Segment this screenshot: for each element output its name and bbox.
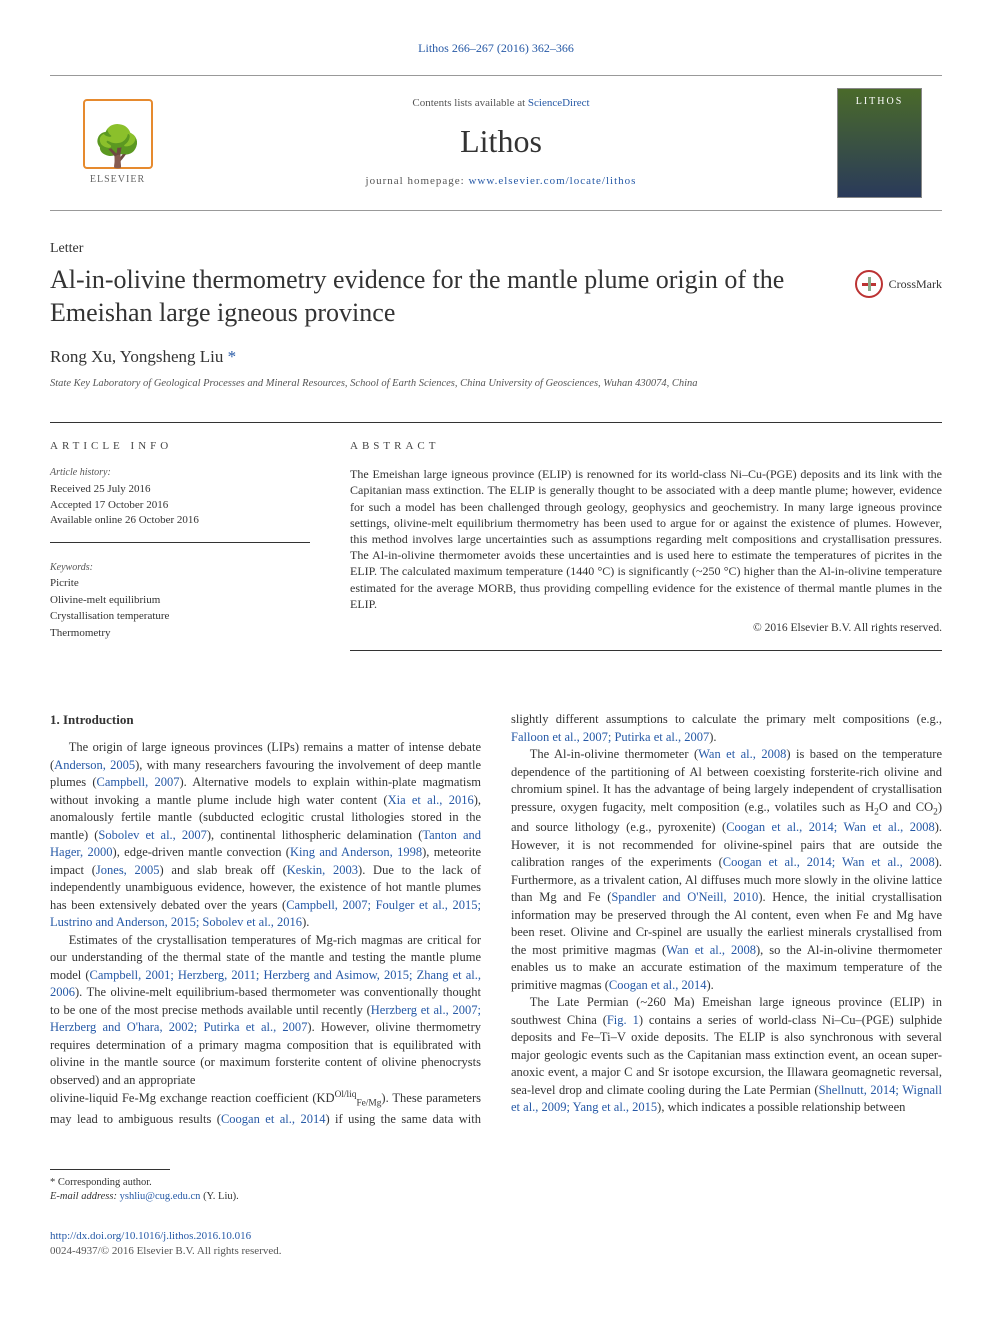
ref-link[interactable]: King and Anderson, 1998 bbox=[290, 845, 422, 859]
crossmark-label: CrossMark bbox=[889, 276, 942, 293]
article-info-heading: article info bbox=[50, 439, 310, 454]
keyword-4: Thermometry bbox=[50, 626, 310, 641]
journal-name: Lithos bbox=[165, 119, 837, 164]
abstract-copyright: © 2016 Elsevier B.V. All rights reserved… bbox=[350, 620, 942, 651]
sciencedirect-line: Contents lists available at ScienceDirec… bbox=[165, 96, 837, 111]
affiliation: State Key Laboratory of Geological Proce… bbox=[50, 377, 942, 392]
elsevier-tree-icon: 🌳 bbox=[83, 99, 153, 169]
journal-header: 🌳 ELSEVIER Contents lists available at S… bbox=[50, 75, 942, 211]
paragraph-3: The Al-in-olivine thermometer (Wan et al… bbox=[511, 746, 942, 994]
homepage-prefix: journal homepage: bbox=[366, 175, 469, 187]
article-type: Letter bbox=[50, 239, 942, 259]
corresponding-author: * Corresponding author. E-mail address: … bbox=[50, 1176, 942, 1205]
ref-link[interactable]: Coogan et al., 2014; Wan et al., 2008 bbox=[726, 820, 935, 834]
online-date: Available online 26 October 2016 bbox=[50, 513, 310, 528]
figure-link[interactable]: Fig. 1 bbox=[607, 1013, 639, 1027]
avail-prefix: Contents lists available at bbox=[412, 97, 527, 109]
issue-link[interactable]: Lithos 266–267 (2016) 362–366 bbox=[418, 41, 574, 55]
keyword-2: Olivine-melt equilibrium bbox=[50, 593, 310, 608]
ref-link[interactable]: Sobolev et al., 2007 bbox=[98, 828, 206, 842]
abstract-block: abstract The Emeishan large igneous prov… bbox=[350, 439, 942, 651]
corresp-label: Corresponding author. bbox=[55, 1177, 152, 1188]
received-date: Received 25 July 2016 bbox=[50, 482, 310, 497]
page-footer: * Corresponding author. E-mail address: … bbox=[50, 1169, 942, 1260]
elsevier-text: ELSEVIER bbox=[90, 173, 145, 187]
article-title: Al-in-olivine thermometry evidence for t… bbox=[50, 264, 835, 329]
ref-link[interactable]: Coogan et al., 2014 bbox=[609, 978, 707, 992]
authors: Rong Xu, Yongsheng Liu * bbox=[50, 345, 942, 369]
ref-link[interactable]: Wan et al., 2008 bbox=[698, 747, 786, 761]
ref-link[interactable]: Spandler and O'Neill, 2010 bbox=[611, 890, 758, 904]
keywords-label: Keywords: bbox=[50, 561, 310, 575]
crossmark-icon bbox=[855, 270, 883, 298]
paragraph-2: Estimates of the crystallisation tempera… bbox=[50, 932, 481, 1090]
author-2: Yongsheng Liu bbox=[120, 347, 228, 366]
article-info-block: article info Article history: Received 2… bbox=[50, 439, 310, 651]
article-body: 1. Introduction The origin of large igne… bbox=[50, 711, 942, 1128]
ref-link[interactable]: Coogan et al., 2014; Wan et al., 2008 bbox=[723, 855, 935, 869]
issn-rights: 0024-4937/© 2016 Elsevier B.V. All right… bbox=[50, 1244, 942, 1259]
accepted-date: Accepted 17 October 2016 bbox=[50, 498, 310, 513]
keyword-1: Picrite bbox=[50, 576, 310, 591]
keyword-3: Crystallisation temperature bbox=[50, 609, 310, 624]
header-center: Contents lists available at ScienceDirec… bbox=[165, 96, 837, 190]
ref-link[interactable]: Keskin, 2003 bbox=[287, 863, 358, 877]
ref-link[interactable]: Wan et al., 2008 bbox=[666, 943, 756, 957]
ref-link[interactable]: Campbell, 2007 bbox=[97, 775, 180, 789]
history-label: Article history: bbox=[50, 466, 310, 480]
corresponding-mark[interactable]: * bbox=[228, 347, 237, 366]
email-label: E-mail address: bbox=[50, 1191, 120, 1202]
ref-link[interactable]: Falloon et al., 2007; Putirka et al., 20… bbox=[511, 730, 709, 744]
abstract-heading: abstract bbox=[350, 439, 942, 454]
journal-homepage-link[interactable]: www.elsevier.com/locate/lithos bbox=[468, 175, 636, 187]
section-1-heading: 1. Introduction bbox=[50, 711, 481, 729]
footnote-rule bbox=[50, 1169, 170, 1170]
ref-link[interactable]: Coogan et al., 2014 bbox=[221, 1112, 326, 1126]
paragraph-1: The origin of large igneous provinces (L… bbox=[50, 739, 481, 932]
ref-link[interactable]: Xia et al., 2016 bbox=[388, 793, 474, 807]
crossmark-badge[interactable]: CrossMark bbox=[855, 270, 942, 298]
ref-link[interactable]: Jones, 2005 bbox=[96, 863, 160, 877]
abstract-text: The Emeishan large igneous province (ELI… bbox=[350, 466, 942, 612]
doi: http://dx.doi.org/10.1016/j.lithos.2016.… bbox=[50, 1229, 942, 1244]
issue-reference: Lithos 266–267 (2016) 362–366 bbox=[50, 40, 942, 57]
paragraph-4: The Late Permian (~260 Ma) Emeishan larg… bbox=[511, 994, 942, 1117]
journal-cover-thumb bbox=[837, 88, 922, 198]
doi-link[interactable]: http://dx.doi.org/10.1016/j.lithos.2016.… bbox=[50, 1230, 251, 1242]
elsevier-logo: 🌳 ELSEVIER bbox=[70, 95, 165, 190]
author-1: Rong Xu bbox=[50, 347, 112, 366]
journal-homepage-line: journal homepage: www.elsevier.com/locat… bbox=[165, 174, 837, 189]
sciencedirect-link[interactable]: ScienceDirect bbox=[528, 97, 590, 109]
ref-link[interactable]: Anderson, 2005 bbox=[54, 758, 135, 772]
email-link[interactable]: yshliu@cug.edu.cn bbox=[120, 1191, 201, 1202]
email-who: (Y. Liu). bbox=[200, 1191, 238, 1202]
